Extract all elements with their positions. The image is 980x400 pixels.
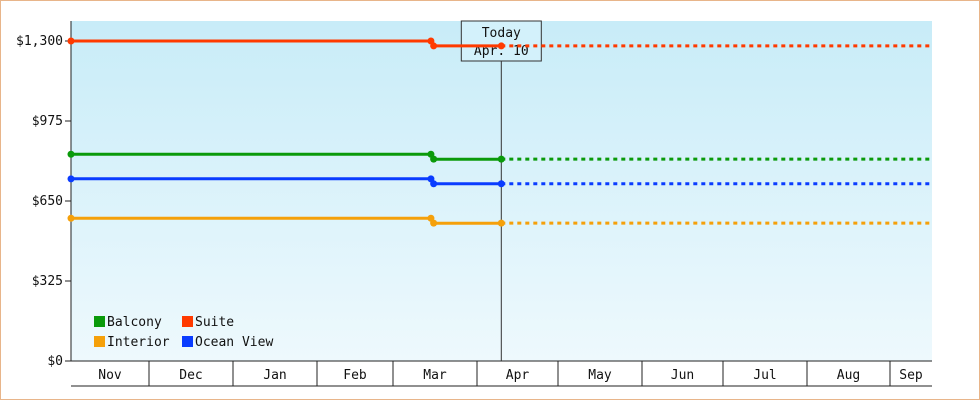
x-tick-label: Nov (98, 368, 122, 383)
legend-label: Ocean View (195, 335, 273, 350)
series-point (430, 180, 438, 188)
series-point (67, 37, 75, 45)
legend-label: Suite (195, 315, 234, 330)
x-tick-label: Jul (753, 368, 776, 383)
y-tick-label: $650 (32, 194, 63, 209)
legend-swatch (94, 316, 105, 327)
series-point (497, 180, 505, 188)
series-point (430, 155, 438, 163)
x-tick-label: Dec (179, 368, 202, 383)
y-tick-label: $0 (47, 354, 63, 369)
today-label: Today (482, 26, 521, 41)
legend-swatch (94, 336, 105, 347)
x-tick-label: Sep (899, 368, 923, 383)
today-box (460, 20, 542, 62)
series-point (497, 155, 505, 163)
series-point (497, 219, 505, 227)
series-point (430, 42, 438, 50)
x-tick-label: Jun (671, 368, 694, 383)
legend-swatch (182, 336, 193, 347)
series-point (430, 219, 438, 227)
legend-swatch (182, 316, 193, 327)
series-point (67, 214, 75, 222)
x-tick-label: May (588, 368, 612, 383)
series-point (497, 42, 505, 50)
legend-label: Interior (107, 335, 170, 350)
x-tick-label: Aug (837, 368, 860, 383)
series-point (67, 150, 75, 158)
x-tick-label: Mar (423, 368, 447, 383)
y-tick-label: $325 (32, 274, 63, 289)
x-tick-label: Jan (263, 368, 286, 383)
y-tick-label: $1,300 (16, 34, 63, 49)
x-tick-label: Apr (506, 368, 530, 383)
x-tick-label: Feb (343, 368, 367, 383)
y-tick-label: $975 (32, 114, 63, 129)
series-point (67, 175, 75, 183)
legend-label: Balcony (107, 315, 162, 330)
today-date-label: Apr. 10 (474, 44, 529, 59)
